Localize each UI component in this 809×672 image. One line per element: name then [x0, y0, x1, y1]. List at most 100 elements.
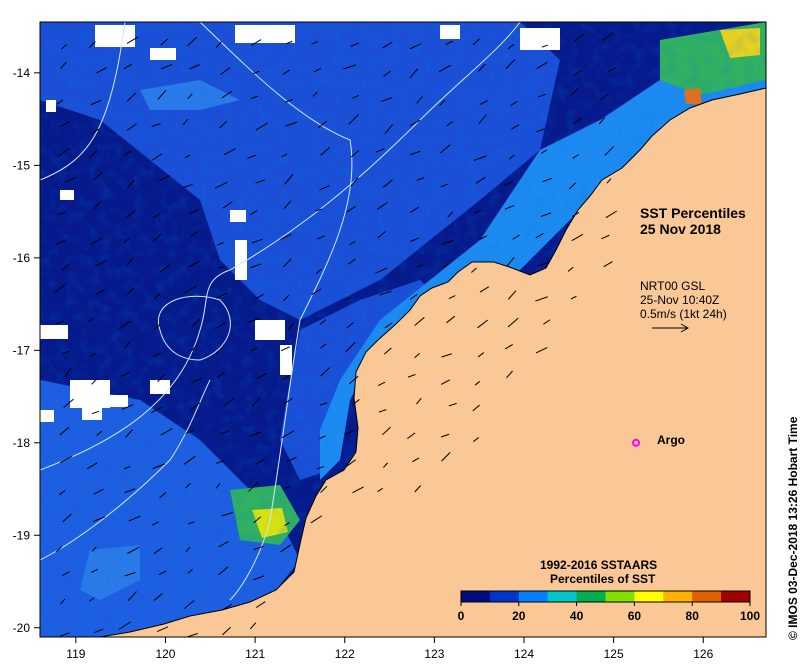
- current-vector: [153, 324, 161, 331]
- current-vector: [59, 455, 73, 464]
- current-vector: [409, 43, 422, 50]
- current-vector: [382, 41, 393, 49]
- legend-tick-label: 0: [458, 609, 465, 623]
- current-vector: [191, 342, 199, 351]
- current-vector: [249, 263, 262, 269]
- current-vector: [63, 398, 74, 408]
- current-vector: [507, 317, 519, 328]
- current-vector: [319, 319, 327, 326]
- current-vector: [185, 546, 191, 553]
- map-title-line2: 25 Nov 2018: [640, 221, 721, 237]
- current-vector: [439, 99, 446, 106]
- current-vector: [383, 70, 391, 77]
- current-vector: [183, 183, 193, 189]
- current-vector: [124, 341, 131, 349]
- current-vector: [151, 123, 161, 127]
- current-vector: [219, 120, 228, 129]
- y-tick-label: -16: [13, 251, 31, 265]
- current-vector: [280, 544, 292, 553]
- current-vector: [184, 285, 197, 294]
- current-vector: [58, 147, 70, 157]
- current-vector: [441, 263, 449, 269]
- current-vector: [414, 352, 420, 359]
- current-vector: [253, 516, 262, 524]
- current-vector: [537, 261, 550, 267]
- legend-tick-label: 40: [570, 609, 584, 623]
- current-vector: [153, 593, 163, 601]
- current-vector: [447, 211, 454, 218]
- current-vector: [377, 487, 384, 493]
- current-vector: [190, 231, 199, 238]
- current-vector: [475, 176, 486, 184]
- current-vector: [441, 240, 454, 245]
- current-vector: [251, 39, 262, 46]
- current-vector: [92, 172, 103, 181]
- current-vector: [95, 260, 107, 267]
- current-vector: [350, 42, 360, 47]
- current-vector: [91, 546, 97, 552]
- current-vector: [182, 118, 189, 126]
- current-vector: [446, 120, 454, 127]
- current-vector: [54, 283, 66, 294]
- current-vector: [192, 377, 203, 383]
- current-vector: [320, 343, 327, 349]
- current-vector: [96, 430, 103, 437]
- current-vector: [473, 155, 487, 161]
- current-vector: [128, 515, 141, 522]
- current-vector: [60, 61, 67, 69]
- current-vector: [126, 92, 136, 102]
- bathymetry-contours: [40, 22, 521, 601]
- current-vector: [223, 397, 236, 407]
- current-vector: [160, 63, 173, 70]
- current-vector: [126, 179, 135, 189]
- current-source-label: NRT00 GSL: [640, 279, 705, 293]
- current-vector: [320, 367, 330, 377]
- current-vector: [383, 347, 392, 355]
- current-vector: [280, 346, 290, 352]
- current-vector: [505, 58, 516, 70]
- current-vector: [125, 429, 133, 438]
- y-axis: -14 -15 -16 -17 -18 -19 -20: [13, 66, 40, 635]
- current-vector: [222, 603, 232, 611]
- current-vector: [605, 210, 618, 219]
- current-vector: [218, 541, 229, 548]
- current-vector: [409, 293, 418, 300]
- current-vector: [507, 290, 517, 300]
- current-vector: [87, 318, 94, 323]
- current-vector: [86, 462, 98, 470]
- current-vector: [157, 89, 167, 100]
- current-vector: [344, 296, 352, 301]
- imos-credit: © IMOS 03-Dec-2018 13:26 Hobart Time: [786, 416, 800, 640]
- current-vector: [319, 185, 330, 191]
- current-vector: [284, 485, 291, 489]
- current-vector: [59, 632, 70, 637]
- current-vector: [317, 235, 326, 240]
- current-vector: [384, 124, 394, 134]
- current-vector: [477, 319, 489, 329]
- current-vector: [351, 399, 360, 406]
- current-vector: [118, 621, 132, 630]
- current-vector: [603, 261, 613, 268]
- current-vector: [346, 205, 356, 213]
- current-vector: [439, 144, 451, 154]
- current-vector: [379, 290, 392, 296]
- current-vector: [253, 545, 265, 551]
- legend-color-swatch: [634, 591, 664, 602]
- current-vector: [380, 97, 392, 103]
- current-vector: [251, 397, 262, 407]
- current-vector: [152, 521, 159, 526]
- y-tick-label: -19: [13, 528, 31, 542]
- legend-tick-label: 100: [740, 609, 760, 623]
- legend-color-swatch: [489, 591, 520, 602]
- current-vector: [126, 257, 134, 266]
- current-vector: [319, 402, 328, 406]
- current-vector: [375, 267, 388, 274]
- current-vector: [414, 316, 425, 326]
- current-vector: [56, 239, 67, 245]
- current-vector: [377, 381, 386, 386]
- current-vector: [311, 288, 322, 296]
- argo-label: Argo: [657, 433, 685, 447]
- current-vector: [348, 258, 356, 265]
- current-vector: [91, 128, 100, 134]
